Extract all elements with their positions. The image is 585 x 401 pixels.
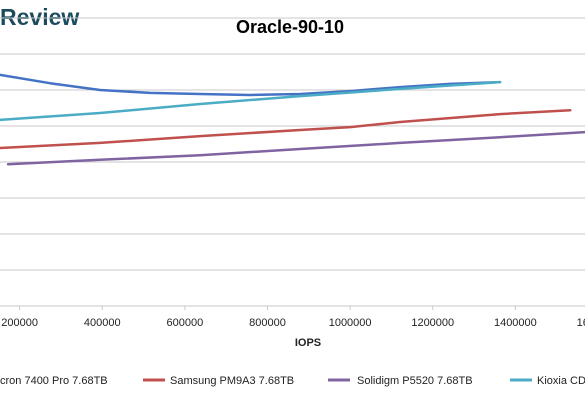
chart-title: Oracle-90-10 — [236, 17, 344, 37]
x-tick-label: 1200000 — [411, 317, 454, 329]
series-line — [0, 108, 572, 150]
x-tick-label: 1400000 — [494, 317, 537, 329]
series-line — [0, 73, 502, 97]
legend-label: cron 7400 Pro 7.68TB — [0, 375, 108, 387]
logo: Review — [0, 4, 79, 30]
legend-label: Kioxia CD — [537, 375, 585, 387]
legend-label: Samsung PM9A3 7.68TB — [170, 375, 294, 387]
x-tick-label: 200000 — [1, 317, 38, 329]
x-tick-label: 1000000 — [329, 317, 372, 329]
x-tick-label: 400000 — [84, 317, 121, 329]
series-line — [6, 130, 585, 166]
x-tick-label: 600000 — [167, 317, 204, 329]
series-line — [0, 80, 502, 122]
x-tick-label: 800000 — [249, 317, 286, 329]
legend-label: Solidigm P5520 7.68TB — [357, 375, 473, 387]
x-axis-label: IOPS — [295, 337, 321, 349]
x-tick-label: 1600000 — [577, 317, 585, 329]
